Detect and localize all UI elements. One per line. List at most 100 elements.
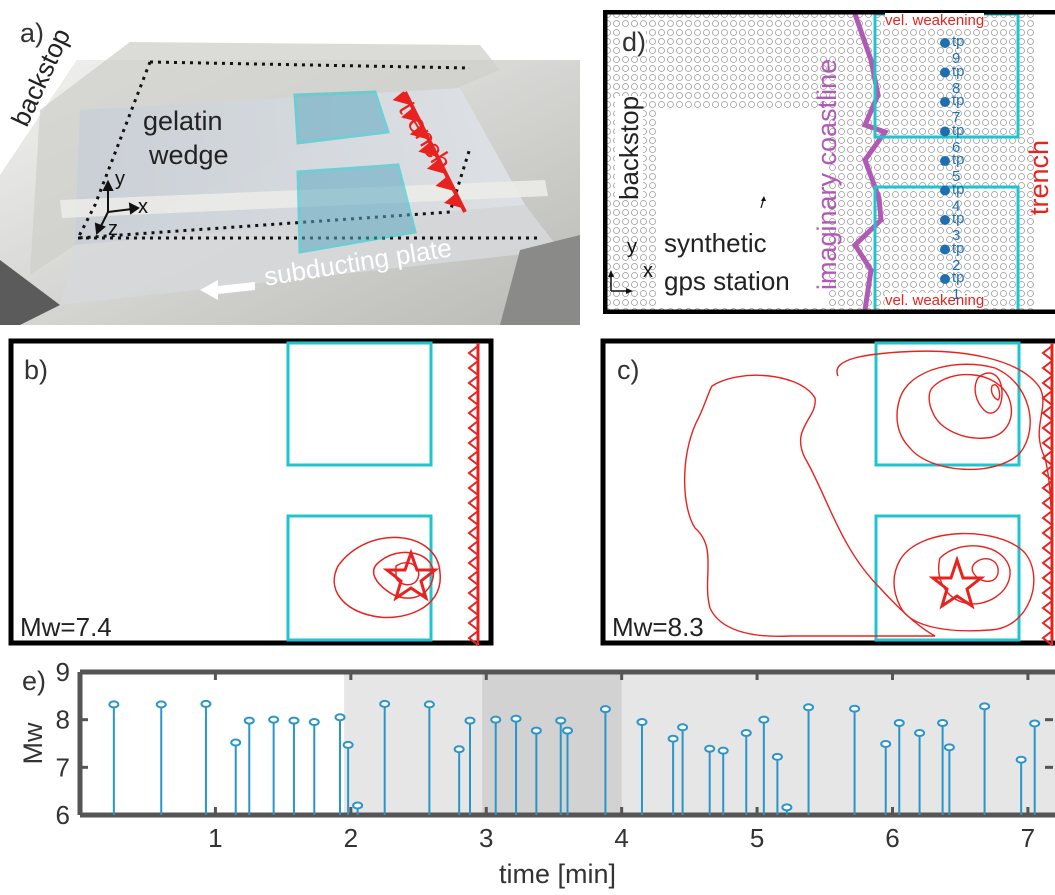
dark-floor-right	[500, 235, 580, 325]
panel-b-map	[8, 338, 494, 646]
trench-tooth	[1041, 433, 1053, 453]
trench-tooth	[467, 433, 479, 453]
photo-gelatin-label: gelatin	[143, 106, 223, 136]
stem-marker	[308, 718, 320, 727]
panel-a-photo	[0, 0, 580, 325]
c-upper-contour-2	[896, 363, 1031, 471]
panel-e-chart: 1 2 3 4 5 6 7 6 7 8 9 e) time [min] Mw	[18, 657, 1055, 889]
panel-d-label: d)	[622, 27, 647, 57]
tp-label: tp 9	[952, 33, 965, 67]
b-vw-box-upper	[286, 341, 433, 467]
stem-marker	[937, 719, 949, 728]
trench-tooth	[1041, 358, 1053, 378]
map-trench-label: trench	[1024, 139, 1054, 215]
stem-marker	[704, 744, 716, 753]
c-vw-box-upper	[874, 341, 1021, 467]
stem-marker	[740, 729, 752, 738]
wedge-outline	[75, 61, 472, 240]
tp-point	[940, 126, 950, 137]
stem-marker	[530, 726, 542, 735]
trench-tooth	[426, 159, 445, 174]
stem-marker	[490, 715, 502, 724]
trench-tooth	[467, 403, 479, 423]
trench-tooth	[1041, 583, 1053, 603]
map-gps-station-label: gps station	[664, 266, 790, 296]
trench-tooth	[467, 373, 479, 393]
c-lower-contour-inner	[971, 558, 999, 582]
b-trench-teeth	[467, 343, 480, 646]
trench-tooth	[467, 343, 479, 363]
shaded-interval	[482, 672, 622, 815]
y-tick-label: 6	[56, 800, 70, 830]
stem-marker	[667, 734, 679, 743]
trench-tooth	[418, 142, 437, 157]
trench-tooth	[467, 523, 479, 543]
shaded-interval	[344, 672, 1055, 815]
trench-tooth	[1041, 388, 1053, 408]
trench-tooth	[1041, 343, 1053, 363]
trench-tooth	[467, 538, 479, 558]
gps-arrow-head	[761, 196, 766, 201]
map-backstop-label: backstop	[614, 95, 644, 200]
stem-marker	[943, 743, 955, 752]
panel-c-frame	[600, 338, 1055, 646]
stem-marker	[758, 715, 770, 724]
panel-b-frame	[8, 338, 494, 646]
x-tick-label: 4	[614, 823, 628, 853]
trench-tooth	[1041, 493, 1053, 513]
stem-marker	[464, 716, 476, 725]
stem-marker	[914, 729, 926, 738]
c-slip-contour-outer	[683, 374, 936, 637]
trench-tooth	[467, 613, 479, 633]
trench-tooth	[1041, 553, 1053, 573]
trench-teeth-a	[392, 91, 462, 208]
stem-marker	[849, 704, 861, 713]
stem-marker	[288, 716, 300, 725]
trench-tooth	[401, 108, 420, 123]
stem-marker	[979, 702, 991, 711]
trench-tooth	[1041, 568, 1053, 588]
tp-label: tp 7	[952, 92, 965, 126]
stem-marker	[379, 699, 391, 708]
trench-tooth	[467, 568, 479, 588]
subduction-arrow	[200, 280, 255, 300]
trench-tooth	[1041, 448, 1053, 468]
y-axis-label: Mw	[18, 722, 48, 764]
c-trench-teeth	[1041, 343, 1054, 646]
panel-c-magnitude: Mw=8.3	[612, 612, 704, 642]
trench-tooth	[467, 553, 479, 573]
photo-wedge-label: wedge	[149, 140, 229, 170]
dark-floor	[0, 260, 60, 325]
c-hypocenter-star	[928, 555, 986, 610]
photo-axis-x: x	[138, 196, 148, 218]
stem-marker	[352, 801, 364, 810]
panel-b-magnitude: Mw=7.4	[20, 612, 112, 642]
map-vel-weakening-top: vel. weakening	[885, 12, 985, 29]
tp-point	[940, 97, 950, 107]
tp-point	[940, 274, 950, 284]
wedge-top-outline	[149, 60, 471, 70]
trench-tooth	[1041, 628, 1053, 646]
asperity-patch-upper	[293, 90, 390, 145]
tp-label: tp 8	[952, 62, 965, 97]
y-tick-label: 9	[56, 657, 70, 687]
map-coastline-label: imaginary coastline	[812, 58, 842, 290]
stem-marker	[599, 705, 611, 714]
panel-d-trench-band	[1035, 14, 1055, 310]
b-slip-contour-outer	[333, 536, 441, 619]
map-vel-weakening-bottom: vel. weakening	[885, 292, 985, 309]
trench-tooth	[1041, 463, 1053, 483]
trench-tooth	[467, 463, 479, 483]
trench-tooth	[467, 358, 479, 378]
b-vw-box-lower	[286, 514, 433, 642]
trench-tooth	[1041, 598, 1053, 618]
panel-b-label: b)	[24, 355, 49, 385]
trench-tooth	[444, 194, 462, 208]
trench-tooth	[435, 176, 454, 191]
x-tick-label: 6	[885, 823, 899, 853]
stem-marker	[230, 738, 242, 747]
trench-tooth	[467, 508, 479, 528]
stem-marker	[108, 700, 120, 709]
panel-d-frame	[603, 10, 1055, 314]
tp-label: tp 3	[952, 210, 965, 244]
